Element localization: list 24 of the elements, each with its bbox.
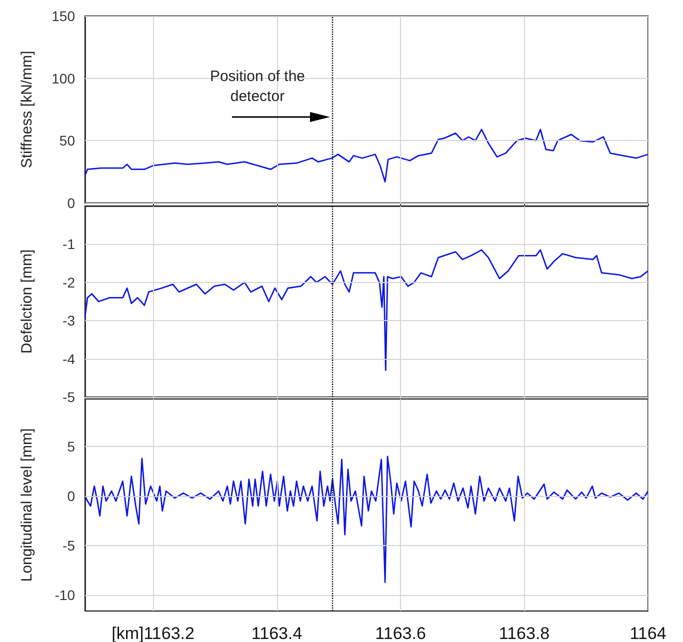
y-tick-label: 100 <box>52 70 76 86</box>
y-tick-label: 5 <box>67 438 76 455</box>
y-tick-label: -1 <box>62 236 76 252</box>
x-tick-label: 1163.6 <box>375 624 426 642</box>
line-series <box>84 249 649 371</box>
annotation: Position of the detector <box>208 66 306 107</box>
y-tick-label: -5 <box>62 389 76 405</box>
y-tick-label: -4 <box>62 350 76 367</box>
x-tick-label: 1163.4 <box>251 624 302 642</box>
y-tick-label: -3 <box>62 312 76 329</box>
y-tick-label: 150 <box>52 8 76 24</box>
y-axis-title: Stiffness [kN/mm] <box>18 50 36 168</box>
y-axis-title: Longitudinal level [mm] <box>18 428 36 582</box>
y-tick-label: 50 <box>59 132 76 149</box>
line-series <box>84 128 649 183</box>
x-tick-label: 1164 <box>630 624 666 642</box>
y-tick-label: 0 <box>67 488 76 504</box>
x-tick-label: 1163.8 <box>498 624 550 642</box>
y-tick-label: 0 <box>67 195 76 211</box>
y-tick-label: -10 <box>54 587 76 604</box>
y-axis-title: Defelction [mm] <box>18 249 36 354</box>
y-tick-label: -5 <box>62 538 76 554</box>
line-series <box>84 456 649 583</box>
y-tick-label: -2 <box>62 274 76 290</box>
